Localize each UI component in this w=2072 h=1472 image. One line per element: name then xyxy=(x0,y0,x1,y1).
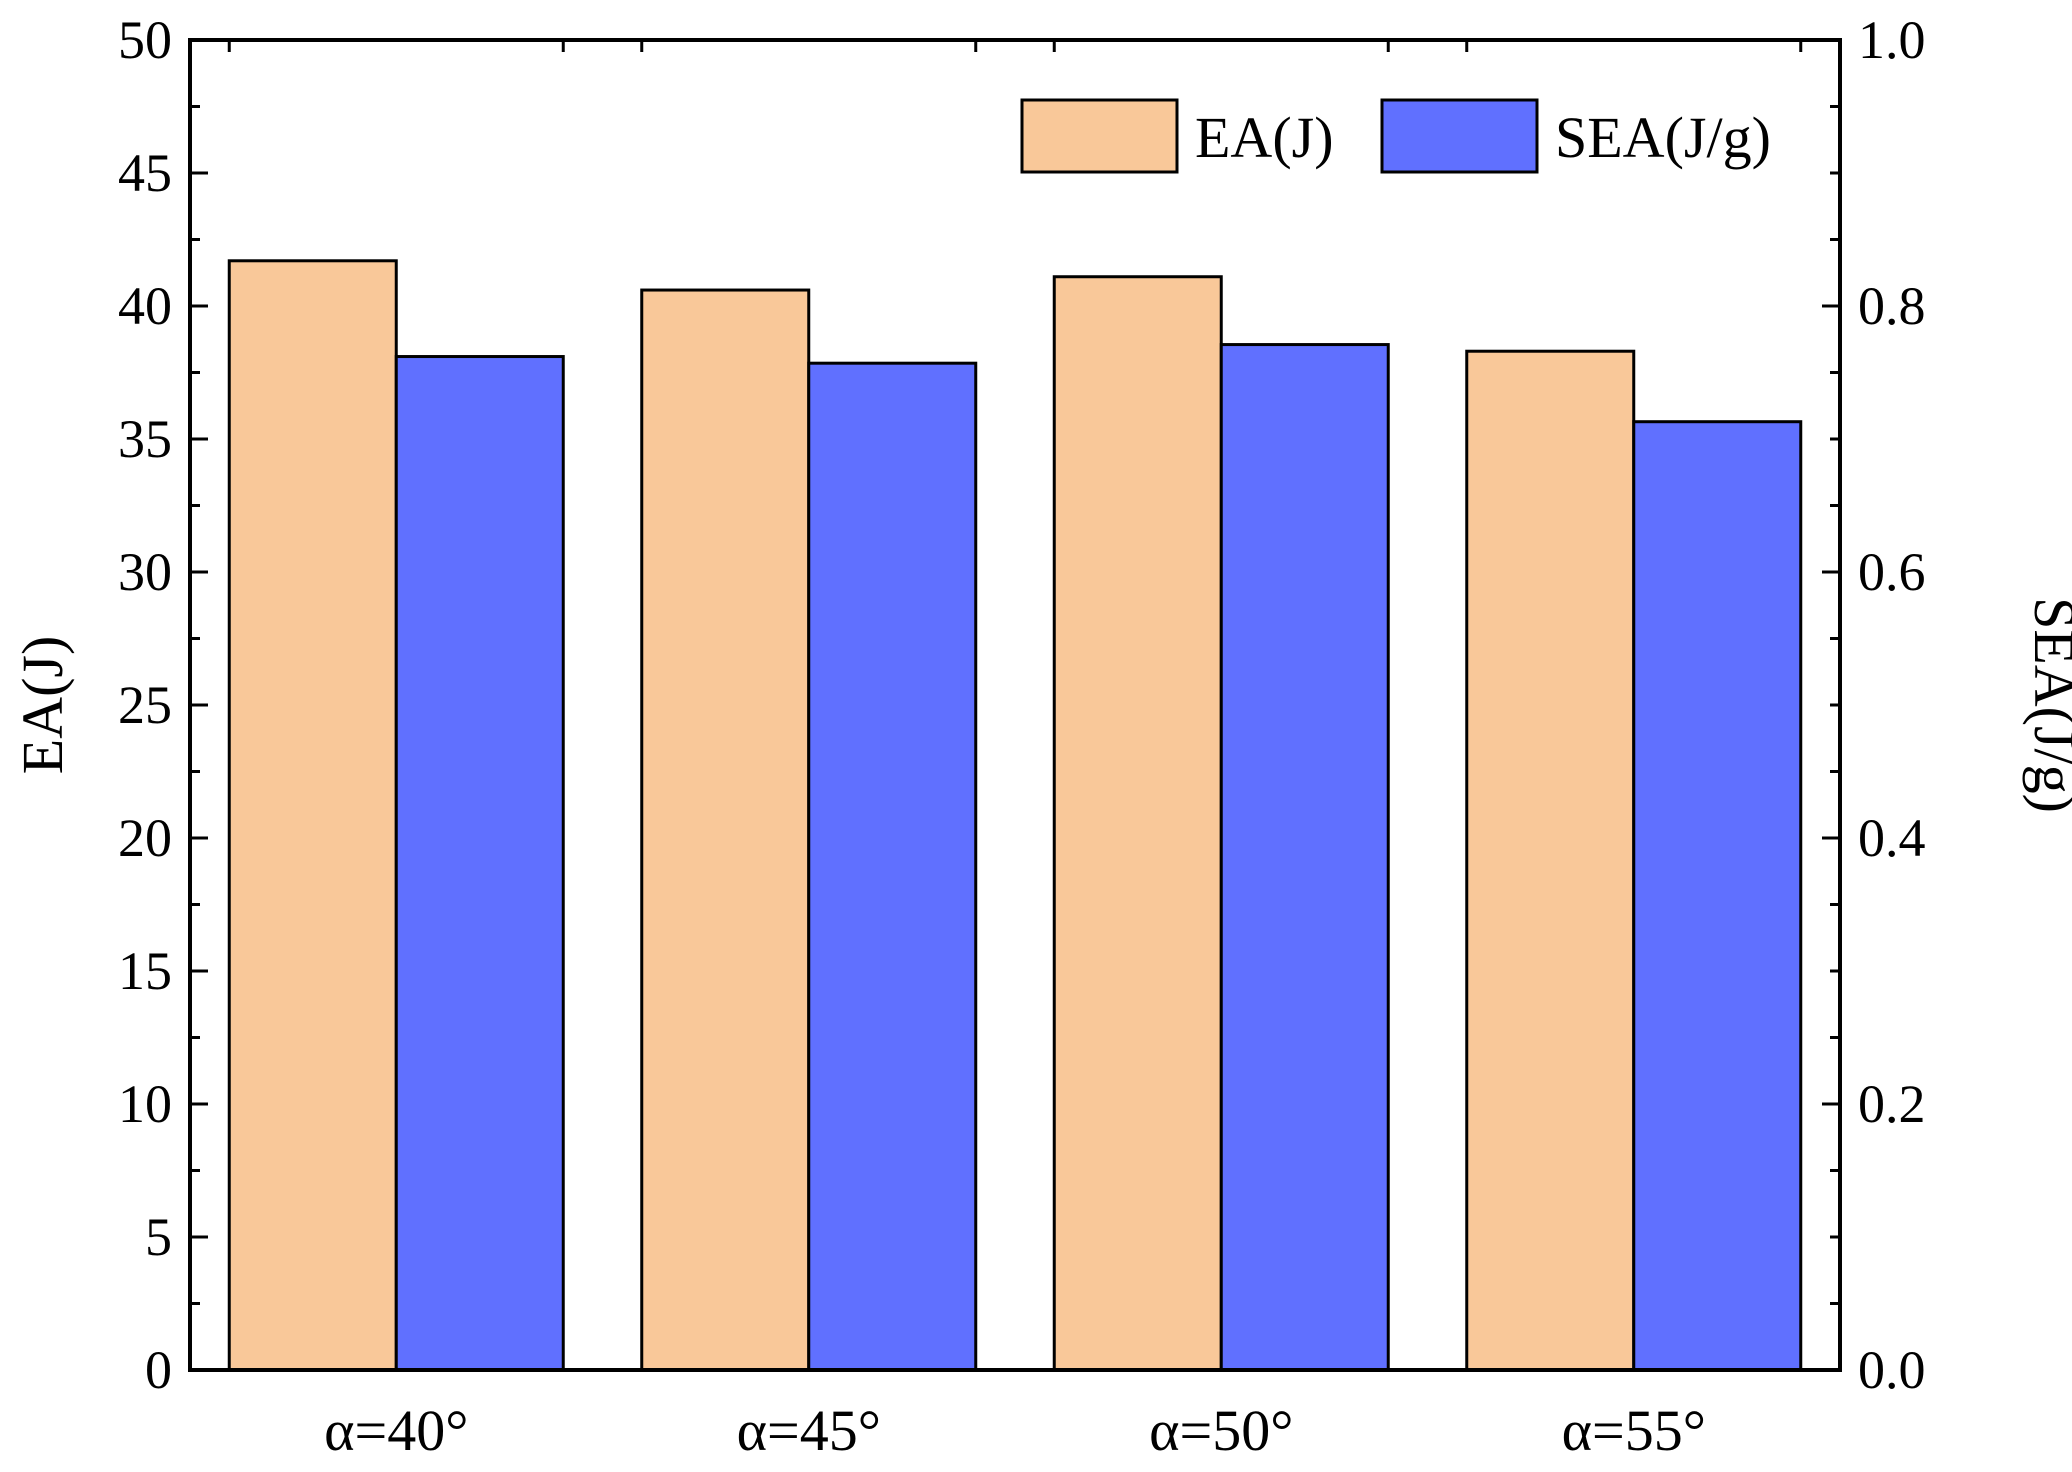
y-axis-title: EA(J) xyxy=(10,636,75,775)
y-tick-label: 30 xyxy=(118,542,172,602)
x-tick-label: α=50° xyxy=(1149,1398,1293,1463)
bars-group: α=40° α=45° α=50° α=55° xyxy=(227,259,1803,1463)
y-tick-label: 10 xyxy=(118,1074,172,1134)
y2-axis-title: SEA(J/g) xyxy=(2022,597,2072,813)
bar-ea-4 xyxy=(1465,349,1636,1372)
x-tick-label: α=55° xyxy=(1562,1398,1706,1463)
y-tick-label: 50 xyxy=(118,10,172,70)
bar-ea-1 xyxy=(227,259,398,1372)
bar-ea-3 xyxy=(1052,275,1223,1372)
y2-tick-label: 0.6 xyxy=(1858,542,1926,602)
y-tick-label: 20 xyxy=(118,808,172,868)
x-tick-label: α=40° xyxy=(324,1398,468,1463)
bar-sea-4 xyxy=(1632,420,1803,1372)
y-tick-label: 40 xyxy=(118,276,172,336)
y-tick-label: 15 xyxy=(118,941,172,1001)
bar-sea-2 xyxy=(807,361,978,1372)
y2-tick-label: 0.0 xyxy=(1858,1340,1926,1400)
bar-sea-1 xyxy=(394,355,565,1372)
y2-tick-label: 0.4 xyxy=(1858,808,1926,868)
bar-sea-3 xyxy=(1219,343,1390,1372)
legend-swatch-sea xyxy=(1380,98,1539,174)
legend-label-sea: SEA(J/g) xyxy=(1555,105,1771,170)
y-tick-label: 45 xyxy=(118,143,172,203)
y-tick-label: 35 xyxy=(118,409,172,469)
x-tick-label: α=45° xyxy=(737,1398,881,1463)
plot-frame xyxy=(188,38,1842,1372)
legend-label-ea: EA(J) xyxy=(1195,105,1334,170)
ticks-group: 0 5 10 15 20 25 30 35 40 45 50 0.0 0.2 0.4 0.6 0.8 1.0 xyxy=(118,10,1926,1400)
y2-tick-label: 1.0 xyxy=(1858,10,1926,70)
legend-swatch-ea xyxy=(1020,98,1179,174)
legend: EA(J) SEA(J/g) xyxy=(1020,98,1771,174)
y-tick-label: 25 xyxy=(118,675,172,735)
y2-tick-label: 0.2 xyxy=(1858,1074,1926,1134)
y-tick-label: 0 xyxy=(145,1340,172,1400)
y2-tick-label: 0.8 xyxy=(1858,276,1926,336)
bar-ea-2 xyxy=(640,288,811,1372)
y-tick-label: 5 xyxy=(145,1207,172,1267)
